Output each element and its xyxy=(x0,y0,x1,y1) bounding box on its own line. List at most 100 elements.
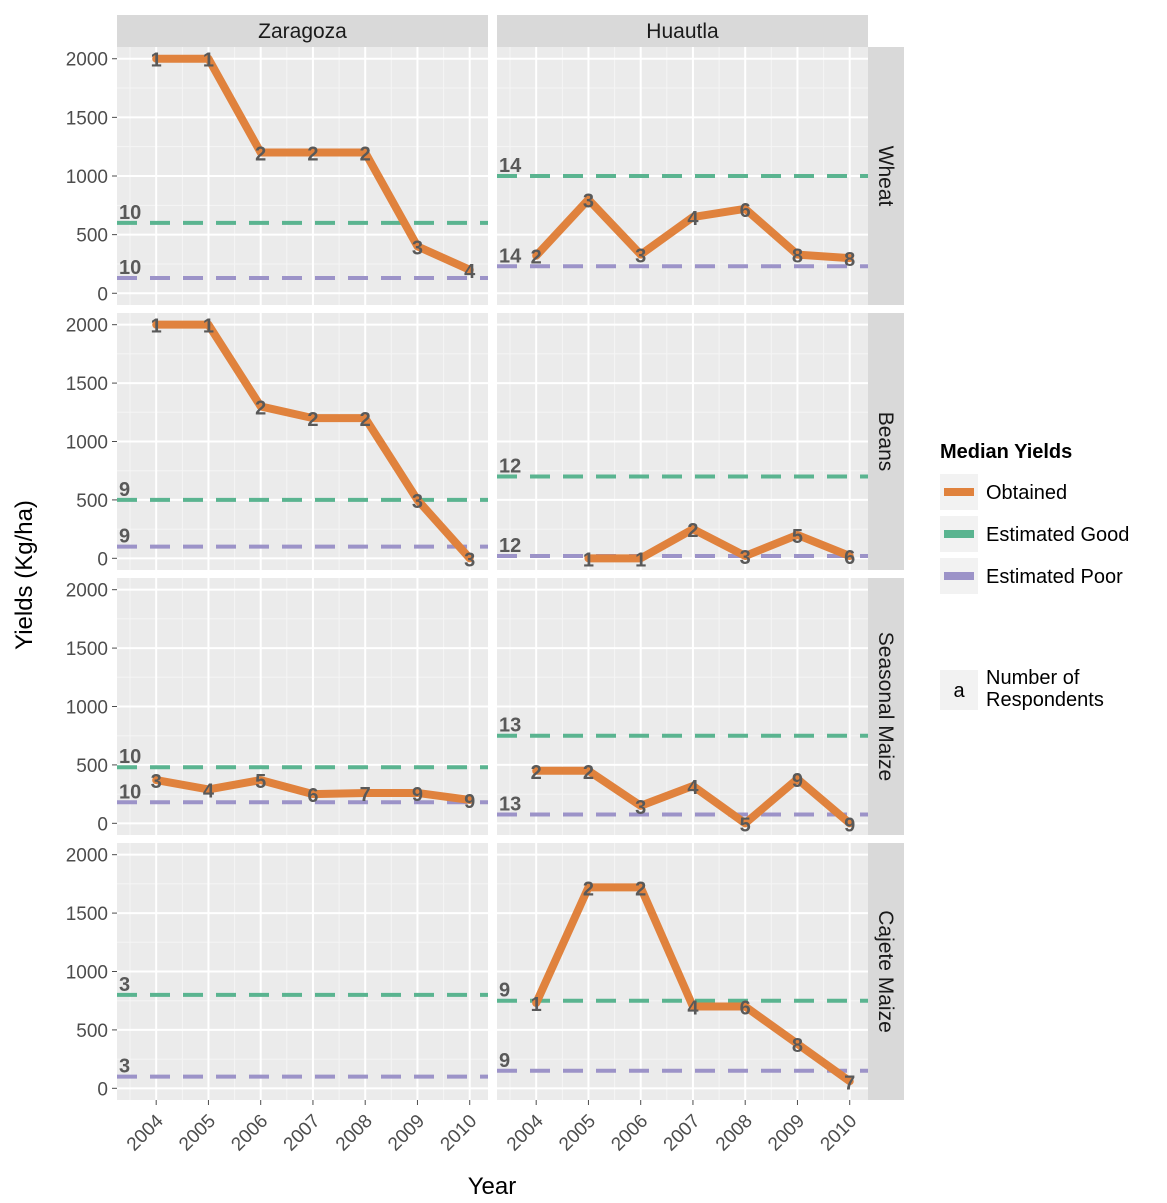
obtained-point-label: 6 xyxy=(307,785,318,807)
obtained-point-label: 5 xyxy=(740,814,751,836)
x-tick-label: 2004 xyxy=(503,1110,548,1155)
y-tick-label: 2000 xyxy=(66,316,108,337)
obtained-series-line xyxy=(152,54,474,274)
y-tick-label: 1000 xyxy=(66,963,108,984)
estimated-good-respondents-label: 9 xyxy=(119,479,130,501)
obtained-point-label: 9 xyxy=(464,791,475,813)
obtained-point-label: 1 xyxy=(151,50,162,72)
obtained-point-label: 4 xyxy=(464,261,476,283)
obtained-point-label: 9 xyxy=(412,784,423,806)
y-tick-label: 0 xyxy=(97,1079,108,1100)
obtained-series-line xyxy=(152,320,474,563)
y-tick-label: 2000 xyxy=(66,50,108,71)
x-tick-label: 2007 xyxy=(660,1111,705,1156)
row-strip-label: Seasonal Maize xyxy=(874,632,897,781)
x-tick-label: 2007 xyxy=(280,1111,325,1156)
facet-grid: Zaragoza Huautla Wheat Beans Seasonal Maize C… xyxy=(66,15,904,1155)
column-strip-1 xyxy=(497,15,868,47)
column-strip-label: Huautla xyxy=(646,20,719,43)
obtained-point-label: 1 xyxy=(151,316,162,338)
row-strip-2 xyxy=(868,578,904,835)
estimated-good-respondents-label: 9 xyxy=(499,980,510,1002)
y-tick-label: 1500 xyxy=(66,904,108,925)
y-tick-label: 1500 xyxy=(66,108,108,129)
obtained-series-line xyxy=(532,195,854,263)
estimated-poor-respondents-label: 10 xyxy=(119,257,141,279)
legend-label: Estimated Poor xyxy=(986,566,1123,588)
y-tick-label: 1000 xyxy=(66,698,108,719)
obtained-point-label: 4 xyxy=(203,780,215,802)
obtained-point-label: 5 xyxy=(255,771,266,793)
y-tick-label: 0 xyxy=(97,284,108,305)
obtained-point-label: 3 xyxy=(583,190,594,212)
y-axis-title: Yields (Kg/ha) xyxy=(11,500,38,650)
obtained-point-label: 1 xyxy=(203,50,214,72)
legend-text-key-label: Number of xyxy=(986,667,1080,689)
column-strip-0 xyxy=(117,15,488,47)
x-tick-label: 2010 xyxy=(817,1111,862,1156)
obtained-point-label: 6 xyxy=(740,200,751,222)
obtained-series-line xyxy=(532,883,854,1086)
obtained-point-label: 6 xyxy=(740,998,751,1020)
obtained-point-label: 7 xyxy=(844,1072,855,1094)
x-tick-label: 2005 xyxy=(555,1111,600,1156)
obtained-point-label: 3 xyxy=(151,771,162,793)
obtained-point-label: 2 xyxy=(360,144,371,166)
x-tick-label: 2006 xyxy=(607,1111,652,1156)
row-strip-label: Cajete Maize xyxy=(874,910,897,1033)
y-tick-label: 500 xyxy=(76,226,108,247)
legend-text-key-symbol: a xyxy=(953,680,965,702)
y-tick-label: 0 xyxy=(97,814,108,835)
y-tick-label: 1000 xyxy=(66,167,108,188)
obtained-point-label: 1 xyxy=(203,316,214,338)
obtained-point-label: 3 xyxy=(464,549,475,571)
obtained-point-label: 9 xyxy=(792,770,803,792)
y-tick-label: 1500 xyxy=(66,374,108,395)
obtained-point-label: 2 xyxy=(687,520,698,542)
obtained-point-label: 2 xyxy=(635,878,646,900)
estimated-good-respondents-label: 14 xyxy=(499,155,522,177)
obtained-point-label: 5 xyxy=(792,526,803,548)
estimated-good-respondents-label: 10 xyxy=(119,746,141,768)
obtained-point-label: 3 xyxy=(412,491,423,513)
obtained-point-label: 2 xyxy=(307,409,318,431)
obtained-point-label: 4 xyxy=(687,208,699,230)
y-tick-label: 2000 xyxy=(66,581,108,602)
obtained-point-label: 2 xyxy=(307,144,318,166)
row-strip-0 xyxy=(868,47,904,305)
obtained-point-label: 2 xyxy=(583,762,594,784)
x-tick-label: 2009 xyxy=(764,1111,809,1156)
obtained-point-label: 3 xyxy=(635,246,646,268)
legend-key-respondents xyxy=(940,670,978,710)
x-tick-label: 2008 xyxy=(712,1111,757,1156)
panel-1-0: 9 9 1 1 2 2 2 3 3 0 500 1000 1500 2000 xyxy=(66,313,488,571)
panel-2-0: 10 10 3 4 5 6 7 9 9 0 500 1000 1500 2000 xyxy=(66,578,488,835)
estimated-poor-respondents-label: 13 xyxy=(499,794,521,816)
estimated-good-respondents-label: 3 xyxy=(119,974,130,996)
legend-label: Obtained xyxy=(986,482,1067,504)
panel-0-1: 14 14 2 3 3 4 6 8 8 xyxy=(497,47,868,305)
row-strip-label: Wheat xyxy=(874,146,897,207)
estimated-good-respondents-label: 13 xyxy=(499,715,521,737)
obtained-point-label: 1 xyxy=(531,994,542,1016)
obtained-point-label: 2 xyxy=(360,409,371,431)
obtained-point-label: 2 xyxy=(531,247,542,269)
obtained-point-label: 8 xyxy=(792,246,803,268)
obtained-point-label: 8 xyxy=(792,1035,803,1057)
x-tick-label: 2008 xyxy=(332,1111,377,1156)
obtained-point-label: 2 xyxy=(255,397,266,419)
y-tick-label: 500 xyxy=(76,1021,108,1042)
y-tick-label: 1500 xyxy=(66,639,108,660)
estimated-poor-respondents-label: 9 xyxy=(499,1050,510,1072)
obtained-point-label: 9 xyxy=(844,814,855,836)
y-tick-label: 500 xyxy=(76,491,108,512)
legend-label: Estimated Good xyxy=(986,524,1129,546)
legend-title: Median Yields xyxy=(940,441,1072,463)
y-tick-label: 1000 xyxy=(66,433,108,454)
obtained-series-line xyxy=(532,766,854,828)
obtained-series-line xyxy=(584,525,854,563)
